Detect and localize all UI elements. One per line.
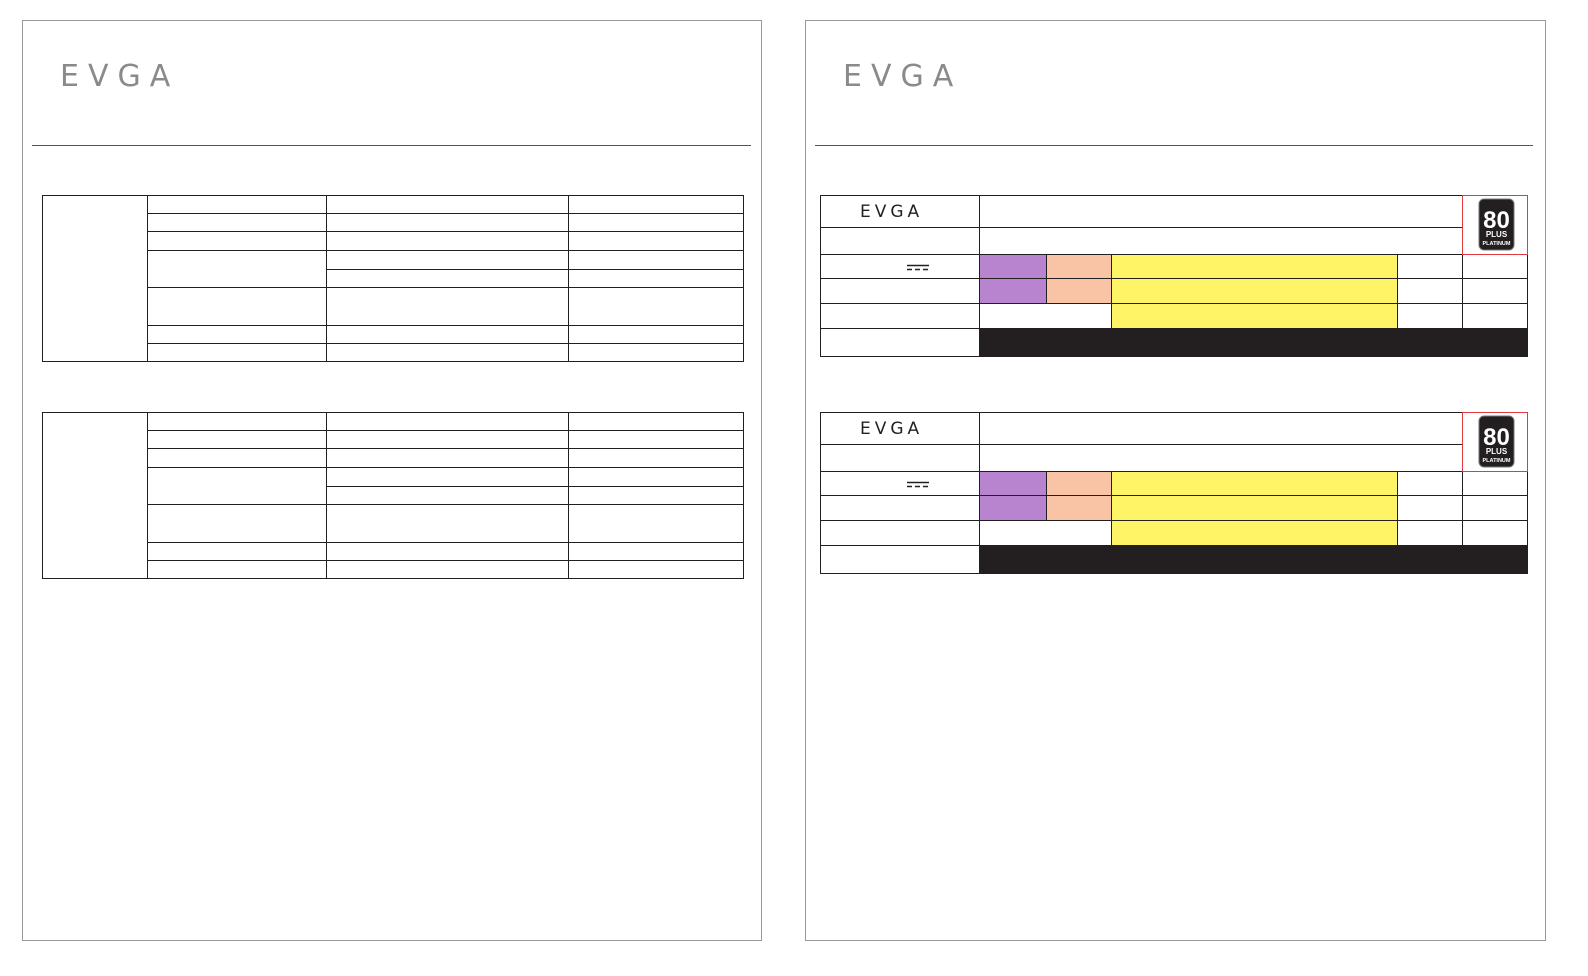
cell-purple [979,254,1046,278]
cell-purple [979,471,1046,495]
cell-yellow [1111,520,1397,545]
left-page [22,20,762,941]
badge-tier: PLATINUM [1482,241,1510,247]
cell-yellow [1111,278,1397,303]
cell-yellow [1111,471,1397,495]
spec-table [42,195,744,362]
cell-peach [1046,254,1111,278]
cell-yellow [1111,303,1397,328]
cell-black [979,328,1528,356]
cell-peach [1046,495,1111,520]
table-logo: EVGA [860,202,923,222]
logo: EVGA [843,59,962,94]
badge-number: 80 [1483,207,1510,234]
cell-yellow [1111,254,1397,278]
cell-yellow [1111,495,1397,520]
label-table [820,412,1528,574]
cell-peach [1046,278,1111,303]
right-page [805,20,1546,941]
badge-plus: PLUS [1486,447,1508,456]
cell-black [979,545,1528,573]
cell-purple [979,278,1046,303]
cell-purple [979,495,1046,520]
label-table [820,195,1528,357]
table-logo: EVGA [860,419,923,439]
badge [1478,415,1515,468]
spec-table [42,412,744,579]
logo: EVGA [60,59,179,94]
badge [1478,198,1515,251]
badge-tier: PLATINUM [1482,458,1510,464]
badge-number: 80 [1483,424,1510,451]
badge-plus: PLUS [1486,230,1508,239]
cell-peach [1046,471,1111,495]
